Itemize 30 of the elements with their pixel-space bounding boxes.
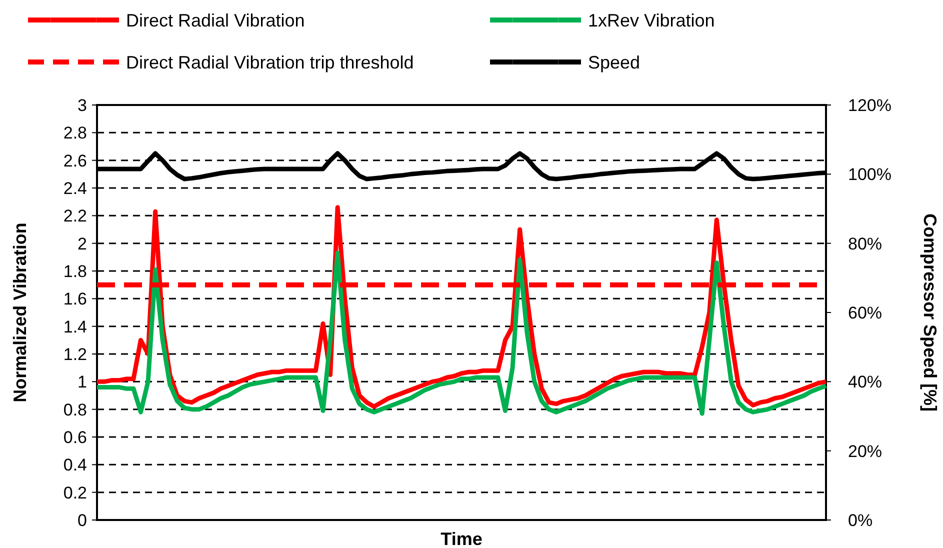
y-tick-label: 0.2 [63,483,87,502]
y-tick-label: 2.8 [63,124,87,143]
y2-tick-label: 80% [848,234,882,254]
y-axis-title: Normalized Vibration [10,222,30,402]
y2-tick-label: 60% [848,303,882,322]
y-tick-label: 1.6 [63,290,87,309]
legend-label: Direct Radial Vibration trip threshold [126,52,414,72]
y-tick-label: 2.2 [63,206,87,226]
y-tick-label: 2.6 [63,151,87,170]
y-tick-label: 0.4 [63,456,87,475]
x-axis-title: Time [440,529,482,548]
y-tick-label: 0.8 [63,400,87,420]
y-tick-label: 1.2 [63,344,87,364]
legend-label: Speed [588,52,640,72]
legend-label: 1xRev Vibration [588,10,715,30]
y-tick-label: 0.6 [63,428,87,447]
y-tick-label: 3 [78,96,87,115]
y-tick-label: 2.4 [63,178,87,198]
y-tick-label: 1 [78,372,87,392]
y2-axis-title: Compressor Speed [%] [920,213,940,412]
y-tick-label: 0 [78,510,87,530]
y2-tick-label: 100% [848,165,892,184]
y-tick-label: 1.8 [63,262,87,281]
y2-tick-label: 20% [848,442,882,461]
y-tick-label: 1.4 [63,317,87,336]
legend-label: Direct Radial Vibration [126,10,305,30]
y-tick-label: 2 [78,234,87,254]
y2-tick-label: 40% [848,372,882,392]
y2-tick-label: 120% [848,96,892,115]
y2-tick-label: 0% [848,510,873,530]
